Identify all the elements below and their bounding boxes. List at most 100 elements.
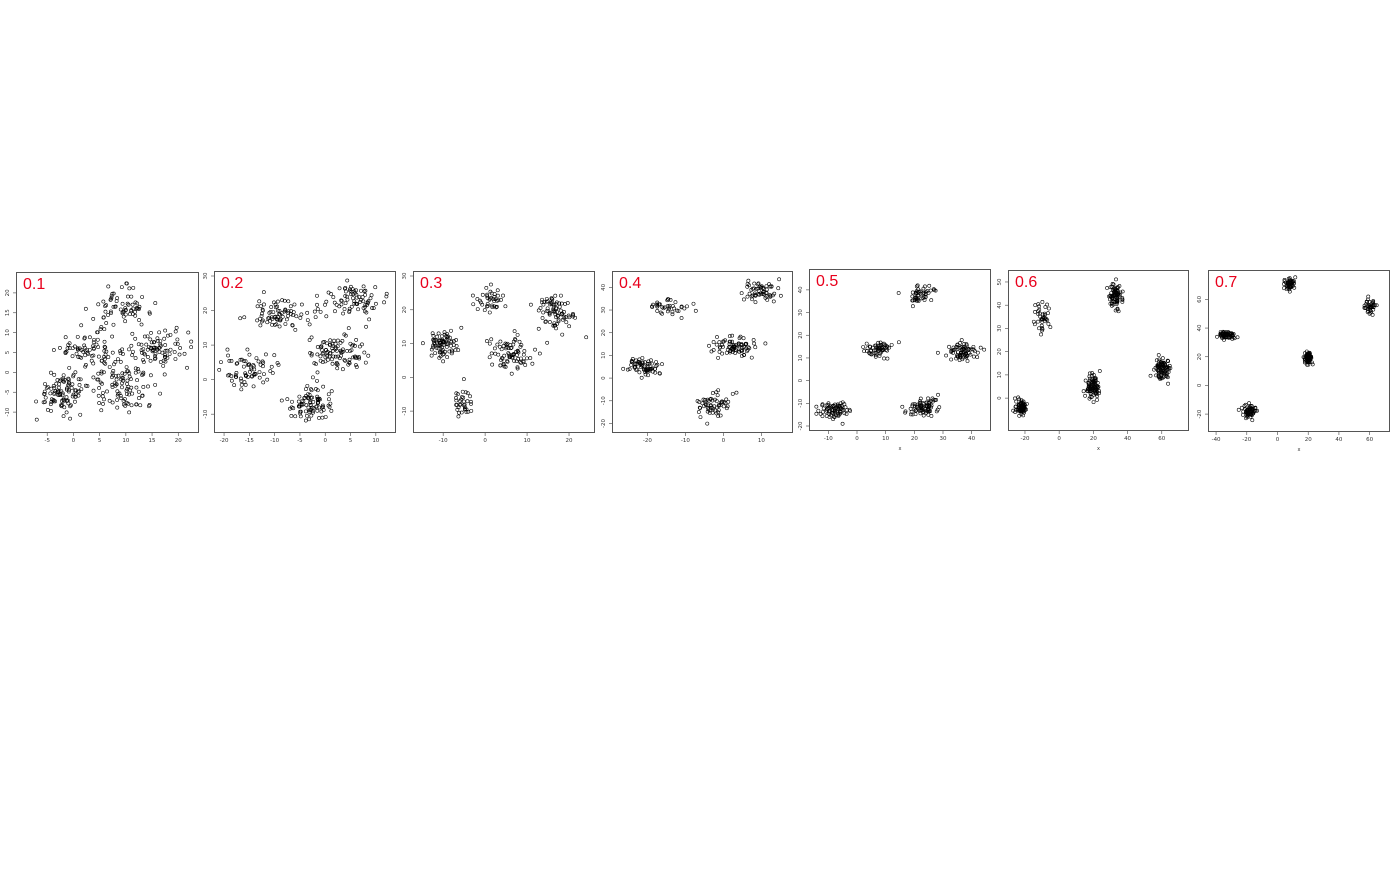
data-point-cluster-2 bbox=[65, 346, 70, 351]
data-point-cluster-1 bbox=[42, 389, 47, 394]
data-point-cluster-2 bbox=[1245, 411, 1250, 416]
data-point-cluster-1 bbox=[79, 387, 84, 392]
data-point-cluster-1 bbox=[251, 363, 256, 367]
data-point-cluster-5 bbox=[121, 352, 125, 356]
x-tick-label: 15 bbox=[149, 438, 156, 444]
data-point-cluster-2 bbox=[874, 345, 879, 350]
data-point-cluster-1 bbox=[251, 384, 256, 389]
data-point-cluster-1 bbox=[625, 367, 630, 372]
data-point-cluster-5 bbox=[768, 294, 773, 298]
x-tick-label: 10 bbox=[524, 438, 531, 444]
data-point-cluster-2 bbox=[63, 335, 68, 340]
data-point-cluster-1 bbox=[442, 352, 446, 356]
data-point-cluster-3 bbox=[701, 397, 706, 402]
data-point-cluster-3 bbox=[329, 389, 334, 394]
data-point-cluster-1 bbox=[818, 412, 823, 416]
x-tick-label: 60 bbox=[1158, 436, 1165, 442]
data-point-cluster-2 bbox=[868, 348, 873, 353]
panel-label: 0.4 bbox=[619, 275, 642, 292]
data-point-cluster-4 bbox=[351, 355, 355, 360]
data-point-cluster-1 bbox=[627, 367, 632, 372]
data-point-cluster-3 bbox=[715, 393, 720, 398]
data-point-cluster-4 bbox=[504, 346, 508, 351]
data-point-cluster-4 bbox=[342, 332, 347, 337]
data-point-cluster-5 bbox=[157, 330, 162, 335]
data-point-cluster-1 bbox=[438, 343, 443, 348]
data-point-cluster-4 bbox=[340, 349, 345, 354]
data-point-cluster-2 bbox=[1251, 406, 1256, 411]
x-tick-label: -20 bbox=[1242, 437, 1251, 443]
data-point-cluster-2 bbox=[468, 394, 472, 399]
data-point-cluster-1 bbox=[252, 372, 257, 376]
data-point-cluster-4 bbox=[516, 350, 521, 355]
data-point-cluster-5 bbox=[157, 345, 162, 350]
data-point-cluster-5 bbox=[1154, 373, 1158, 378]
data-point-cluster-1 bbox=[68, 403, 73, 408]
data-point-cluster-5 bbox=[538, 306, 543, 310]
data-point-cluster-1 bbox=[44, 386, 49, 390]
data-point-cluster-5 bbox=[384, 294, 389, 299]
data-point-cluster-1 bbox=[42, 391, 47, 396]
plot-frame bbox=[214, 271, 396, 433]
data-point-cluster-1 bbox=[1215, 334, 1219, 339]
data-point-cluster-4 bbox=[515, 366, 520, 371]
data-point-cluster-5 bbox=[162, 336, 167, 341]
data-point-cluster-3 bbox=[1093, 381, 1098, 385]
data-point-cluster-3 bbox=[118, 307, 123, 312]
data-point-cluster-3 bbox=[317, 416, 321, 420]
data-point-cluster-1 bbox=[249, 365, 253, 370]
data-point-cluster-3 bbox=[130, 302, 135, 307]
data-point-cluster-1 bbox=[78, 412, 83, 417]
data-point-cluster-4 bbox=[364, 324, 368, 329]
data-point-cluster-3 bbox=[922, 294, 927, 299]
data-point-cluster-5 bbox=[371, 306, 376, 310]
data-point-cluster-3 bbox=[307, 408, 312, 413]
data-point-cluster-4 bbox=[363, 360, 368, 365]
data-point-cluster-3 bbox=[306, 392, 311, 396]
data-point-cluster-2 bbox=[74, 351, 79, 356]
data-point-cluster-4 bbox=[96, 393, 101, 398]
data-point-cluster-1 bbox=[262, 372, 266, 376]
data-point-cluster-1 bbox=[226, 353, 230, 358]
data-point-cluster-5 bbox=[1373, 303, 1377, 307]
data-point-cluster-1 bbox=[269, 364, 274, 369]
y-tick-label: 50 bbox=[997, 278, 1003, 285]
x-tick-label: 10 bbox=[758, 438, 765, 444]
data-point-cluster-4 bbox=[355, 355, 360, 360]
y-tick-label: -20 bbox=[798, 421, 804, 430]
data-point-cluster-4 bbox=[918, 399, 922, 403]
data-point-cluster-1 bbox=[442, 332, 447, 337]
data-point-cluster-5 bbox=[761, 286, 766, 291]
data-point-cluster-1 bbox=[64, 386, 69, 391]
data-point-cluster-1 bbox=[442, 330, 447, 335]
data-point-cluster-4 bbox=[366, 353, 371, 358]
data-point-cluster-3 bbox=[914, 290, 918, 295]
data-point-cluster-5 bbox=[951, 345, 956, 350]
data-point-cluster-2 bbox=[258, 316, 262, 321]
x-tick-label: 0 bbox=[483, 438, 487, 444]
data-point-cluster-1 bbox=[51, 384, 56, 388]
data-point-cluster-5 bbox=[944, 353, 948, 358]
data-point-cluster-5 bbox=[769, 284, 774, 289]
data-point-cluster-5 bbox=[978, 345, 983, 350]
data-point-cluster-4 bbox=[930, 399, 935, 404]
data-point-cluster-1 bbox=[649, 366, 654, 371]
data-point-cluster-4 bbox=[340, 367, 345, 372]
data-point-cluster-5 bbox=[318, 309, 323, 314]
data-point-cluster-3 bbox=[708, 403, 713, 408]
data-point-cluster-2 bbox=[89, 358, 94, 363]
data-point-cluster-4 bbox=[129, 403, 134, 408]
x-tick-label: -10 bbox=[681, 438, 690, 444]
data-point-cluster-3 bbox=[698, 415, 703, 420]
data-point-cluster-2 bbox=[469, 408, 474, 413]
data-point-cluster-1 bbox=[645, 363, 650, 368]
data-point-cluster-5 bbox=[339, 299, 344, 303]
data-point-cluster-1 bbox=[1021, 405, 1026, 410]
data-point-cluster-3 bbox=[1081, 389, 1086, 394]
data-point-cluster-2 bbox=[58, 346, 62, 350]
data-point-cluster-2 bbox=[280, 298, 285, 303]
data-point-cluster-5 bbox=[556, 317, 561, 322]
data-point-cluster-4 bbox=[918, 401, 923, 405]
data-point-cluster-3 bbox=[123, 319, 128, 324]
data-point-cluster-5 bbox=[160, 350, 165, 355]
